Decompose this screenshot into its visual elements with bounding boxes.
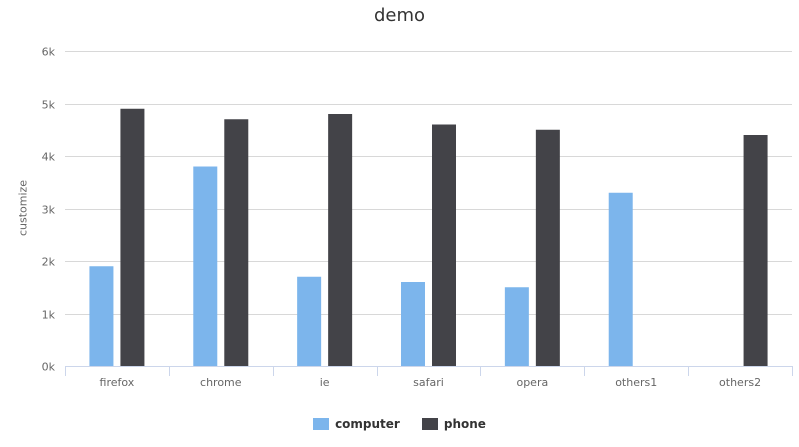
bar-computer <box>297 276 322 366</box>
bar-phone <box>328 114 353 366</box>
y-tick-label: 6k <box>42 46 56 59</box>
bar-phone <box>120 108 145 366</box>
bar-phone <box>743 135 768 366</box>
x-tick-label: others1 <box>615 376 657 389</box>
bar-computer <box>89 266 114 366</box>
y-tick-label: 5k <box>42 99 56 112</box>
legend-item-phone[interactable]: phone <box>421 417 486 431</box>
bar-computer <box>193 166 218 366</box>
legend-label: phone <box>443 417 486 431</box>
x-tick-label: chrome <box>200 376 242 389</box>
legend-swatch <box>421 418 438 430</box>
y-tick-label: 0k <box>42 361 56 374</box>
legend-item-computer[interactable]: computer <box>313 417 400 431</box>
bar-computer <box>401 282 425 366</box>
x-tick-label: opera <box>516 376 548 389</box>
y-tick-label: 2k <box>42 256 56 269</box>
y-tick-label: 3k <box>42 204 56 217</box>
x-tick-label: ie <box>320 376 330 389</box>
x-tick-label: firefox <box>100 376 135 389</box>
chart-title: demo <box>373 5 426 26</box>
legend-swatch <box>313 418 330 430</box>
x-tick-label: others2 <box>719 376 761 389</box>
y-tick-label: 4k <box>42 151 56 164</box>
y-tick-label: 1k <box>42 309 56 322</box>
legend-label: computer <box>335 417 400 431</box>
bar-phone <box>432 124 456 366</box>
bar-phone <box>535 129 560 366</box>
legend: computer phone <box>0 417 799 431</box>
bar-computer <box>608 192 633 366</box>
bar-phone <box>224 119 249 366</box>
x-tick-label: safari <box>413 376 444 389</box>
bar-computer <box>504 287 529 366</box>
